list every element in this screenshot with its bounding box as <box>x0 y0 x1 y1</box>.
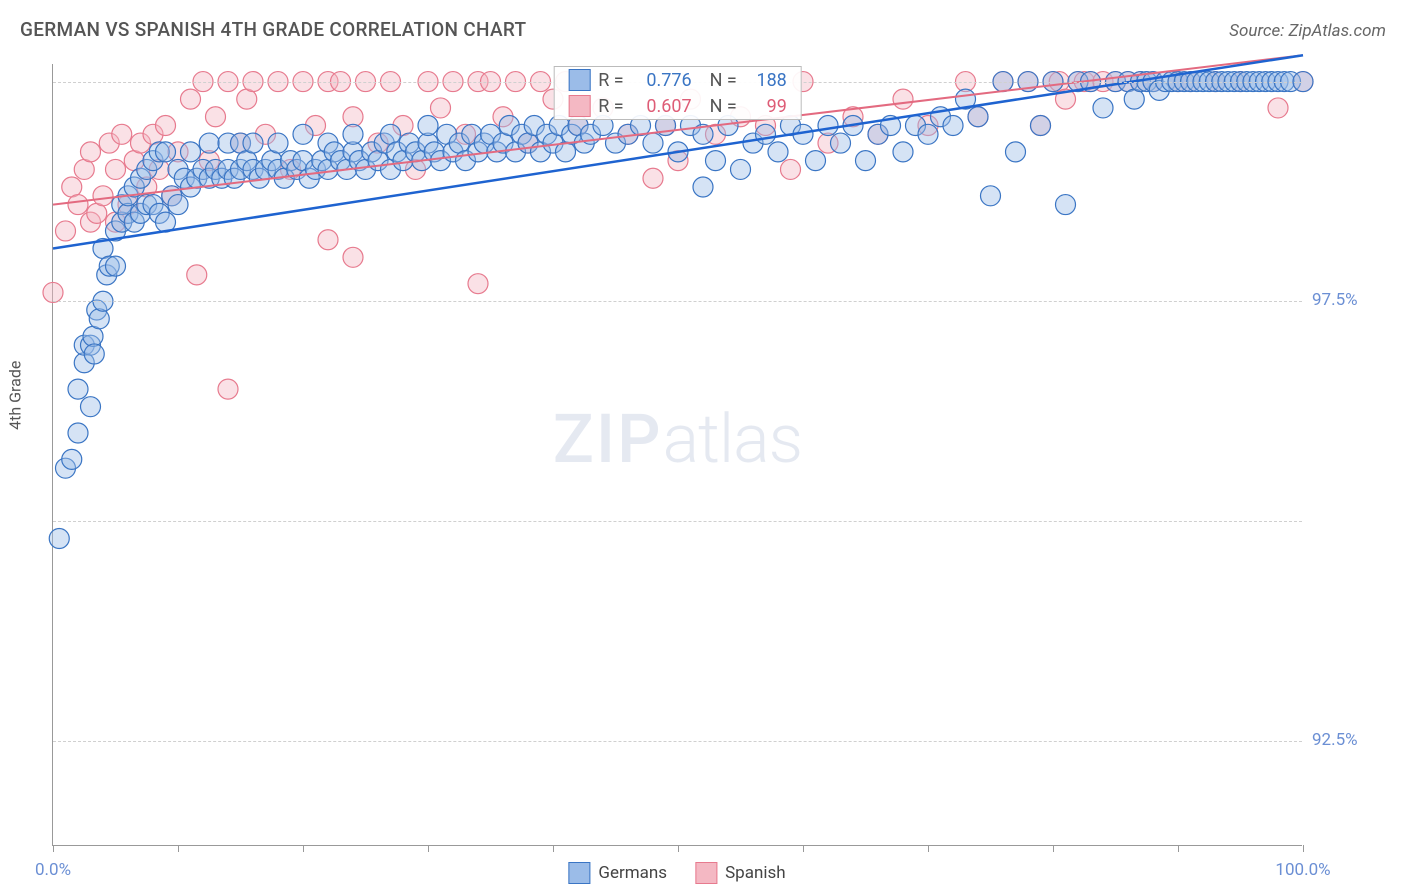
source-label: Source: ZipAtlas.com <box>1229 21 1386 41</box>
germans-point <box>243 133 263 153</box>
x-tick <box>928 845 929 852</box>
correlation-legend: R =0.776N =188R =0.607N =99 <box>553 66 802 120</box>
germans-point <box>918 124 938 144</box>
germans-point <box>643 133 663 153</box>
germans-point <box>1056 195 1076 215</box>
spanish-point <box>893 89 913 109</box>
spanish-point <box>318 230 338 250</box>
spanish-point <box>93 186 113 206</box>
legend-item-germans: Germans <box>568 862 667 884</box>
spanish-point <box>106 159 126 179</box>
x-tick <box>678 845 679 852</box>
gridline <box>53 301 1302 302</box>
spanish-point <box>81 142 101 162</box>
germans-point <box>81 397 101 417</box>
spanish-swatch <box>568 95 590 117</box>
spanish-point <box>431 98 451 118</box>
spanish-point <box>56 221 76 241</box>
germans-point <box>62 449 82 469</box>
germans-point <box>343 124 363 144</box>
x-tick <box>1053 845 1054 852</box>
spanish-point <box>68 195 88 215</box>
spanish-point <box>343 247 363 267</box>
gridline <box>53 741 1302 742</box>
spanish-point <box>181 89 201 109</box>
x-tick <box>1303 845 1304 852</box>
germans-point <box>181 142 201 162</box>
spanish-point <box>643 168 663 188</box>
germans-point <box>168 195 188 215</box>
spanish-point <box>206 107 226 127</box>
x-tick-label: 100.0% <box>1275 860 1330 880</box>
y-tick-label: 97.5% <box>1312 290 1387 310</box>
spanish-point <box>187 265 207 285</box>
series-legend: Germans Spanish <box>568 862 785 884</box>
germans-point <box>84 344 104 364</box>
x-tick <box>1178 845 1179 852</box>
germans-point <box>199 133 219 153</box>
y-tick-label: 92.5% <box>1312 730 1387 750</box>
germans-point <box>943 116 963 136</box>
legend-item-spanish: Spanish <box>695 862 786 884</box>
germans-swatch-icon <box>568 862 590 884</box>
y-axis-label: 4th Grade <box>6 361 25 430</box>
germans-point <box>731 159 751 179</box>
x-tick <box>53 845 54 852</box>
chart-title: GERMAN VS SPANISH 4TH GRADE CORRELATION … <box>20 18 526 41</box>
spanish-swatch-icon <box>695 862 717 884</box>
germans-point <box>68 423 88 443</box>
spanish-point <box>781 159 801 179</box>
germans-point <box>106 256 126 276</box>
gridline <box>53 521 1302 522</box>
germans-point <box>893 142 913 162</box>
germans-point <box>856 151 876 171</box>
legend-row-germans: R =0.776N =188 <box>554 67 801 93</box>
germans-point <box>981 186 1001 206</box>
germans-point <box>756 124 776 144</box>
x-tick <box>803 845 804 852</box>
germans-point <box>156 142 176 162</box>
germans-point <box>89 309 109 329</box>
germans-point <box>418 116 438 136</box>
x-tick <box>553 845 554 852</box>
germans-point <box>1031 116 1051 136</box>
x-tick <box>428 845 429 852</box>
germans-point <box>49 528 69 548</box>
germans-point <box>818 116 838 136</box>
germans-point <box>68 379 88 399</box>
legend-row-spanish: R =0.607N =99 <box>554 93 801 119</box>
spanish-point <box>468 274 488 294</box>
germans-point <box>1093 98 1113 118</box>
germans-point <box>1006 142 1026 162</box>
germans-point <box>831 133 851 153</box>
spanish-point <box>218 379 238 399</box>
scatter-plot: ZIPatlas R =0.776N =188R =0.607N =99 92.… <box>52 64 1302 846</box>
germans-point <box>268 133 288 153</box>
germans-point <box>293 124 313 144</box>
spanish-point <box>112 124 132 144</box>
x-tick <box>178 845 179 852</box>
germans-point <box>768 142 788 162</box>
germans-swatch <box>568 69 590 91</box>
germans-point <box>968 107 988 127</box>
germans-point <box>706 151 726 171</box>
chart-area: 4th Grade ZIPatlas R =0.776N =188R =0.60… <box>52 64 1302 846</box>
germans-point <box>806 151 826 171</box>
x-tick <box>303 845 304 852</box>
spanish-point <box>156 116 176 136</box>
germans-point <box>693 177 713 197</box>
spanish-point <box>1268 98 1288 118</box>
x-tick-label: 0.0% <box>35 860 71 880</box>
spanish-point <box>43 282 63 302</box>
